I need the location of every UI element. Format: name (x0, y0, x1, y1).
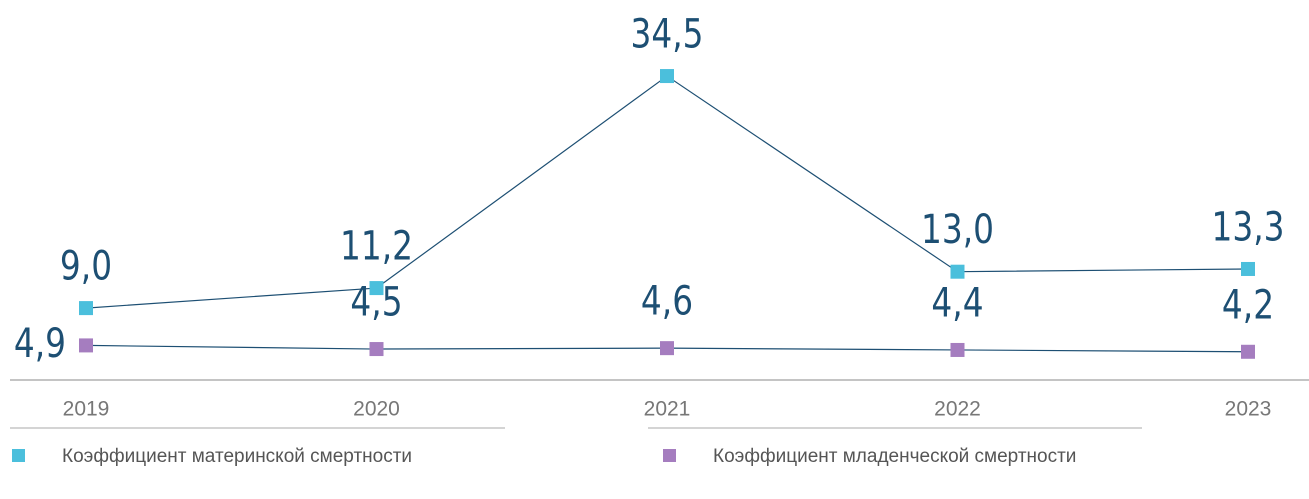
marker (950, 342, 965, 357)
data-label: 4,2 (1222, 281, 1274, 328)
x-tick-label: 2022 (934, 398, 981, 421)
data-label: 13,3 (1211, 203, 1284, 250)
marker (1241, 261, 1255, 276)
data-label: 11,2 (340, 222, 413, 269)
data-label: 34,5 (630, 10, 703, 57)
marker (950, 264, 965, 279)
legend-swatch (663, 449, 676, 462)
legend-label: Коэффициент младенческой смертности (713, 446, 1076, 467)
legend-swatch (12, 449, 25, 462)
x-tick-label: 2020 (353, 398, 400, 421)
series-line (85, 75, 1249, 309)
x-tick-label: 2023 (1225, 398, 1272, 421)
data-label: 4,5 (350, 278, 402, 325)
data-label: 13,0 (921, 206, 994, 253)
marker (660, 69, 674, 84)
data-label: 9,0 (60, 242, 112, 289)
marker (79, 301, 93, 316)
marker (1241, 344, 1255, 359)
marker (79, 338, 93, 353)
data-label: 4,6 (641, 277, 693, 324)
x-tick-label: 2021 (644, 398, 691, 421)
marker (369, 342, 384, 357)
legend-label: Коэффициент материнской смертности (62, 446, 412, 467)
data-label: 4,4 (931, 279, 983, 326)
x-tick-label: 2019 (63, 398, 110, 421)
marker (369, 281, 384, 296)
data-label: 4,9 (14, 320, 66, 367)
marker (660, 341, 674, 356)
